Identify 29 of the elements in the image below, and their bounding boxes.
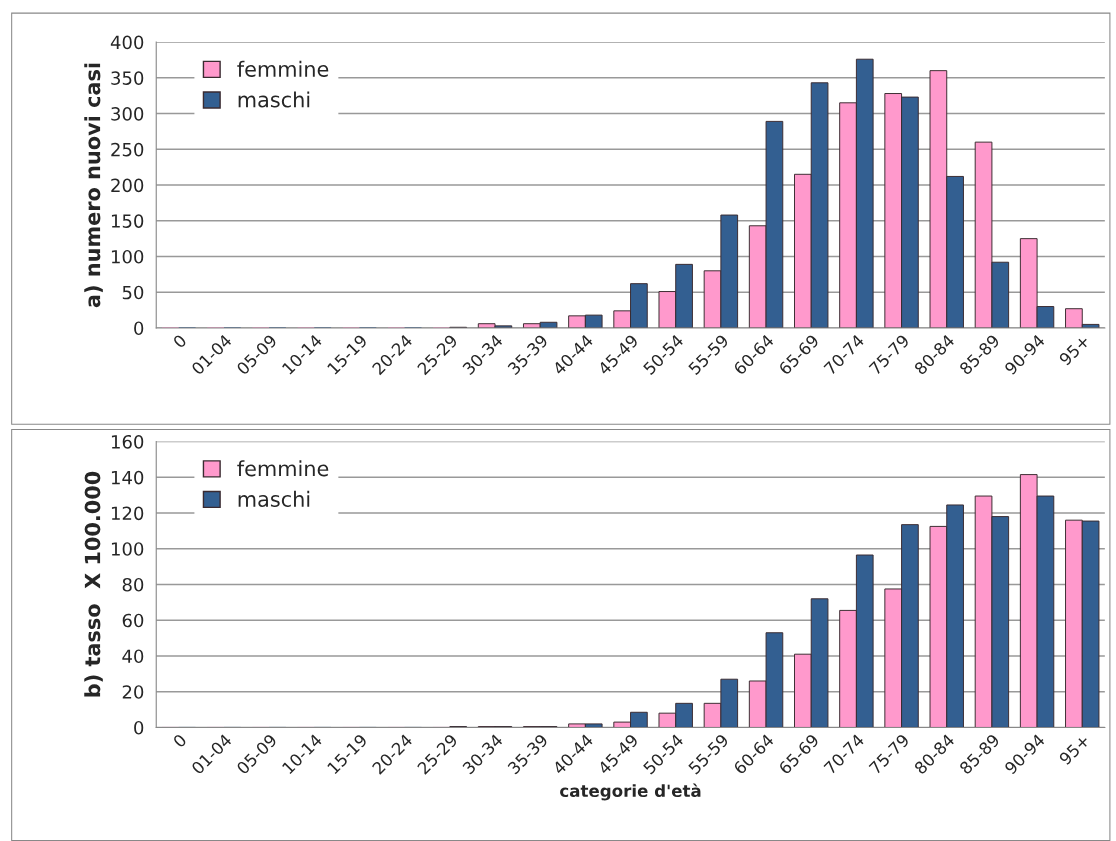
legend-label: femmine [237, 60, 329, 77]
y-tick-label: 100 [111, 249, 144, 264]
y-tick-label: 0 [134, 321, 144, 336]
y-tick-label: 40 [122, 649, 144, 664]
y-tick-label: 250 [111, 142, 144, 157]
y-tick-label: 300 [111, 106, 144, 121]
y-tick-label: 20 [122, 685, 144, 699]
y-tick-label: 200 [111, 178, 144, 193]
y-tick-label: 80 [122, 577, 144, 592]
y-axis-title: a) numero nuovi casi [84, 63, 103, 308]
y-tick-label: 150 [111, 214, 144, 228]
y-axis-title: b) tasso X 100.000 [84, 471, 103, 697]
y-tick-label: 100 [111, 542, 144, 556]
x-tick-label: 0 [172, 733, 188, 749]
y-tick-label: 350 [111, 71, 144, 85]
y-tick-label: 160 [111, 434, 144, 449]
y-tick-label: 50 [122, 285, 144, 300]
legend-label: femmine [237, 460, 329, 477]
y-tick-label: 0 [134, 720, 144, 735]
y-tick-label: 400 [110, 35, 144, 50]
x-tick-label: 95+ [1058, 733, 1091, 766]
x-axis-title: categorie d'età [560, 783, 701, 801]
legend-label: maschi [238, 91, 310, 108]
y-tick-label: 140 [111, 470, 144, 485]
legend-label: maschi [238, 490, 310, 507]
y-tick-label: 60 [122, 613, 144, 628]
x-tick-label: 0 [172, 333, 188, 349]
x-tick-label: 95+ [1058, 334, 1091, 367]
y-tick-label: 120 [111, 506, 144, 521]
